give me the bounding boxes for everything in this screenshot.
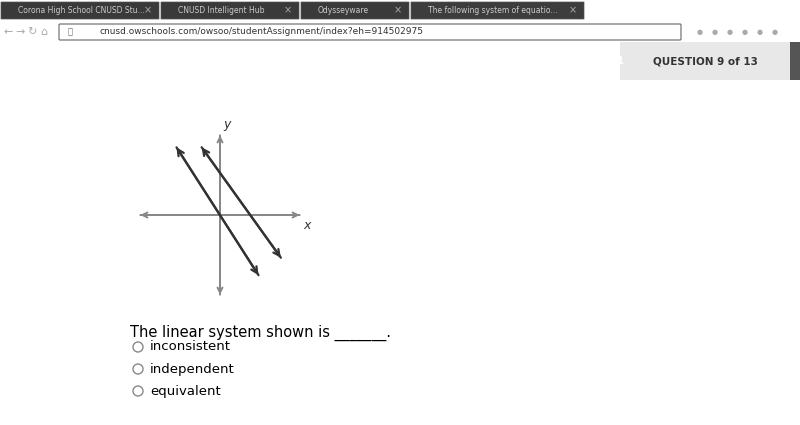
- Text: SECTION 1 of 1: SECTION 1 of 1: [536, 56, 624, 66]
- Text: ×: ×: [144, 6, 152, 15]
- Text: -: -: [754, 6, 757, 16]
- Text: ×: ×: [284, 6, 292, 15]
- Text: i: i: [514, 56, 517, 66]
- Text: cnusd.owschools.com/owsoo/studentAssignment/index?eh=914502975: cnusd.owschools.com/owsoo/studentAssignm…: [100, 28, 424, 37]
- Text: Attempt 1 of 5: Attempt 1 of 5: [315, 63, 386, 73]
- FancyBboxPatch shape: [1, 2, 159, 19]
- Text: QUESTION 9 of 13: QUESTION 9 of 13: [653, 56, 758, 66]
- Text: The following system of equatio...: The following system of equatio...: [428, 6, 558, 15]
- Text: ●: ●: [727, 29, 733, 35]
- FancyBboxPatch shape: [161, 2, 299, 19]
- Text: ↻: ↻: [27, 27, 37, 37]
- Text: x: x: [304, 219, 311, 232]
- Text: ⌂: ⌂: [41, 27, 47, 37]
- Text: ●: ●: [772, 29, 778, 35]
- Text: ●: ●: [742, 29, 748, 35]
- Text: y: y: [223, 118, 230, 131]
- Text: independent: independent: [150, 363, 234, 376]
- Text: ×: ×: [785, 6, 793, 16]
- Text: ASSIGNMENTS: ASSIGNMENTS: [60, 56, 140, 66]
- Text: ×: ×: [394, 6, 402, 15]
- Bar: [620, 42, 790, 80]
- Text: Assignment  - 9, Quiz 2: Assignment - 9, Quiz 2: [315, 48, 469, 60]
- Text: equivalent: equivalent: [150, 385, 221, 397]
- FancyBboxPatch shape: [411, 2, 584, 19]
- Text: The linear system shown is _______.: The linear system shown is _______.: [130, 325, 391, 341]
- Text: →: →: [15, 27, 25, 37]
- Text: CNUSD Intelligent Hub: CNUSD Intelligent Hub: [178, 6, 265, 15]
- FancyBboxPatch shape: [301, 2, 409, 19]
- Text: Odysseyware: Odysseyware: [318, 6, 369, 15]
- Text: inconsistent: inconsistent: [150, 340, 231, 354]
- Text: 🔒: 🔒: [67, 28, 73, 37]
- FancyBboxPatch shape: [59, 24, 681, 40]
- Text: ●: ●: [712, 29, 718, 35]
- Text: ●: ●: [697, 29, 703, 35]
- Text: ←: ←: [3, 27, 13, 37]
- Text: ●: ●: [757, 29, 763, 35]
- Text: ×: ×: [569, 6, 577, 15]
- Text: COURSES: COURSES: [159, 56, 211, 66]
- Bar: [790, 42, 800, 80]
- Text: □: □: [767, 6, 777, 16]
- Text: Corona High School CNUSD Stu...: Corona High School CNUSD Stu...: [18, 6, 145, 15]
